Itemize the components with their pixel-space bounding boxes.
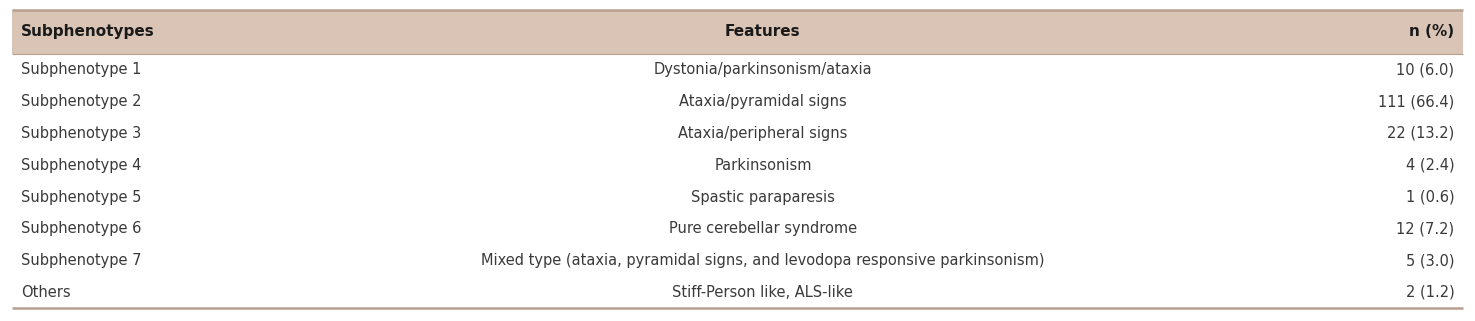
Text: 22 (13.2): 22 (13.2) bbox=[1386, 126, 1454, 141]
Text: Dystonia/parkinsonism/ataxia: Dystonia/parkinsonism/ataxia bbox=[653, 63, 872, 77]
Bar bbox=[12, 54, 1463, 86]
Text: 111 (66.4): 111 (66.4) bbox=[1378, 94, 1454, 109]
Bar bbox=[12, 181, 1463, 213]
Text: Ataxia/peripheral signs: Ataxia/peripheral signs bbox=[678, 126, 848, 141]
Text: 4 (2.4): 4 (2.4) bbox=[1406, 158, 1454, 173]
Bar bbox=[12, 149, 1463, 181]
Text: Subphenotype 7: Subphenotype 7 bbox=[21, 253, 142, 268]
Text: 2 (1.2): 2 (1.2) bbox=[1406, 285, 1454, 300]
Text: 12 (7.2): 12 (7.2) bbox=[1397, 221, 1454, 236]
Text: Subphenotype 5: Subphenotype 5 bbox=[21, 189, 142, 204]
Text: Others: Others bbox=[21, 285, 71, 300]
Text: Parkinsonism: Parkinsonism bbox=[714, 158, 811, 173]
Text: n (%): n (%) bbox=[1409, 24, 1454, 39]
Bar bbox=[12, 117, 1463, 149]
Bar bbox=[12, 213, 1463, 245]
Text: 5 (3.0): 5 (3.0) bbox=[1406, 253, 1454, 268]
Text: 1 (0.6): 1 (0.6) bbox=[1406, 189, 1454, 204]
Text: Stiff-Person like, ALS-like: Stiff-Person like, ALS-like bbox=[673, 285, 854, 300]
Text: Subphenotype 4: Subphenotype 4 bbox=[21, 158, 142, 173]
Text: Spastic paraparesis: Spastic paraparesis bbox=[690, 189, 835, 204]
Text: Subphenotype 2: Subphenotype 2 bbox=[21, 94, 142, 109]
Text: Pure cerebellar syndrome: Pure cerebellar syndrome bbox=[668, 221, 857, 236]
Text: Subphenotypes: Subphenotypes bbox=[21, 24, 155, 39]
Text: Subphenotype 3: Subphenotype 3 bbox=[21, 126, 142, 141]
Text: 10 (6.0): 10 (6.0) bbox=[1397, 63, 1454, 77]
Text: Subphenotype 6: Subphenotype 6 bbox=[21, 221, 142, 236]
Bar bbox=[12, 276, 1463, 308]
Text: Mixed type (ataxia, pyramidal signs, and levodopa responsive parkinsonism): Mixed type (ataxia, pyramidal signs, and… bbox=[481, 253, 1044, 268]
Bar bbox=[12, 245, 1463, 276]
Text: Features: Features bbox=[726, 24, 801, 39]
Bar bbox=[12, 10, 1463, 54]
Bar bbox=[12, 86, 1463, 117]
Text: Subphenotype 1: Subphenotype 1 bbox=[21, 63, 142, 77]
Text: Ataxia/pyramidal signs: Ataxia/pyramidal signs bbox=[678, 94, 847, 109]
